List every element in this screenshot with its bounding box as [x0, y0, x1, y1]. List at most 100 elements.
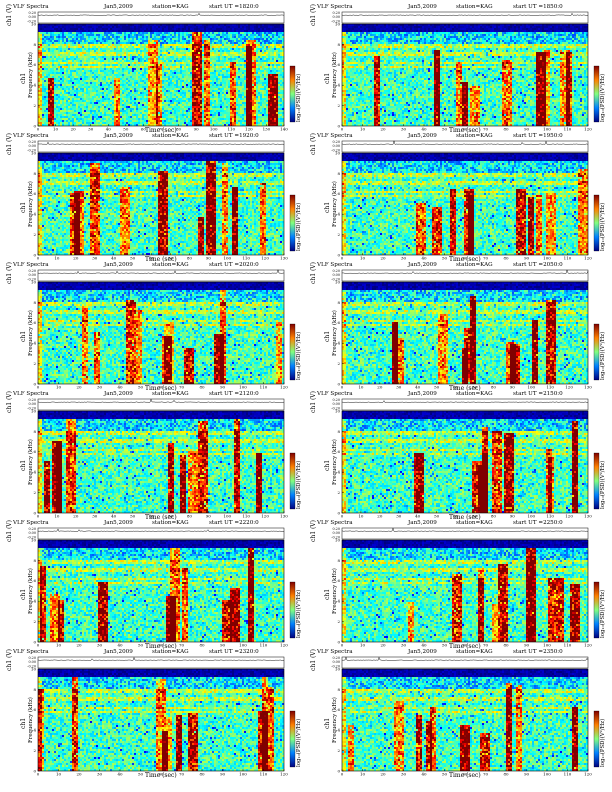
x-tick-label: 110 [242, 256, 250, 261]
x-axis-label: Time (sec) [449, 772, 481, 779]
waveform-tick-label: -0.20 [331, 407, 340, 411]
y-tick-label: 10 [335, 21, 341, 26]
x-tick-label: 100 [543, 643, 551, 648]
colorbar-label: log₁₀(PSD)(V²/Hz) [296, 73, 302, 122]
x-tick-label: 0 [37, 256, 40, 261]
colorbar-gradient [593, 65, 600, 123]
station-label: station=KAG [456, 649, 493, 655]
station-label: station=KAG [456, 262, 493, 268]
y-tick-label: 2 [337, 748, 340, 753]
x-tick-label: 30 [401, 643, 407, 648]
y-tick-label: 10 [335, 537, 341, 542]
spectrogram-panel: VLF Spectra Jan5,2009 station=KAG start UT … [4, 649, 304, 779]
waveform-tick-label: 0.00 [332, 402, 340, 406]
spectrogram-panel: VLF Spectra Jan5,2009 station=KAG start UT … [308, 649, 608, 779]
date-label: Jan5,2009 [408, 133, 437, 139]
waveform-tick-label: -0.20 [331, 149, 340, 153]
x-tick-label: 60 [149, 256, 155, 261]
x-tick-label: 100 [210, 127, 218, 132]
panel-title: VLF Spectra [317, 391, 353, 397]
y-tick-label: 0 [337, 639, 340, 644]
y-tick-label: 6 [337, 62, 340, 67]
x-tick-label: 20 [377, 385, 383, 390]
colorbar [289, 65, 296, 123]
waveform-plot: 0.200.00-0.20 [27, 269, 285, 282]
x-tick-label: 50 [138, 385, 144, 390]
waveform-frame [341, 11, 589, 24]
spectrogram-axes: 0 10 20 30 40 50 60 70 80 90 100 110 120 0 2 4 6 8 10 [335, 537, 592, 648]
y-tick-label: 6 [33, 320, 36, 325]
x-tick-label: 130 [584, 514, 592, 519]
waveform-tick-label: -0.20 [27, 665, 36, 669]
x-tick-label: 120 [584, 772, 592, 777]
waveform-tick-label: 0.00 [332, 144, 340, 148]
y-tick-label: 4 [337, 728, 340, 733]
x-tick-label: 40 [421, 643, 427, 648]
x-tick-label: 20 [76, 385, 82, 390]
y-tick-label: 10 [335, 279, 341, 284]
waveform-frame [37, 656, 285, 669]
colorbar-gradient [593, 452, 600, 510]
x-tick-label: 100 [239, 643, 247, 648]
x-tick-label: 120 [280, 385, 288, 390]
waveform-tick-label: 0.00 [28, 15, 36, 19]
x-axis-label: Time (sec) [449, 643, 481, 650]
y-tick-label: 8 [33, 558, 36, 563]
x-tick-label: 30 [88, 127, 94, 132]
spectrogram-axes: 0 10 20 30 40 50 60 70 80 90 100 110 120 130 0 2 4 6 8 10 [31, 408, 288, 519]
x-tick-label: 0 [341, 514, 344, 519]
colorbar-gradient [289, 65, 296, 123]
y-tick-label: 4 [33, 728, 36, 733]
y-tick-label: 6 [337, 191, 340, 196]
date-label: Jan5,2009 [104, 649, 133, 655]
x-tick-label: 40 [117, 643, 123, 648]
x-tick-label: 90 [510, 514, 516, 519]
waveform-tick-label: 0.00 [28, 273, 36, 277]
start-time-label: start UT =2250:0 [513, 520, 563, 526]
x-tick-label: 100 [527, 385, 535, 390]
y-tick-label: 10 [31, 666, 37, 671]
y-tick-label: 2 [33, 490, 36, 495]
x-tick-label: 90 [524, 643, 530, 648]
x-tick-label: 70 [158, 127, 164, 132]
x-tick-label: 80 [199, 772, 205, 777]
x-tick-label: 20 [377, 514, 383, 519]
colorbar-label: log₁₀(PSD)(V²/Hz) [600, 73, 606, 122]
x-tick-label: 70 [472, 385, 478, 390]
x-tick-label: 40 [111, 256, 117, 261]
waveform-trace [37, 656, 285, 661]
y-tick-label: 8 [337, 687, 340, 692]
waveform-tick-label: -0.20 [27, 536, 36, 540]
y-tick-label: 2 [33, 361, 36, 366]
x-axis-label: Time (sec) [145, 127, 177, 134]
panel-title: VLF Spectra [13, 133, 49, 139]
colorbar-gradient [593, 710, 600, 768]
waveform-tick-label: 0.20 [332, 269, 340, 273]
x-tick-label: 70 [483, 772, 489, 777]
panel-title: VLF Spectra [13, 262, 49, 268]
y-tick-label: 8 [337, 300, 340, 305]
y-tick-label: 4 [337, 341, 340, 346]
spectrogram-panel: VLF Spectra Jan5,2009 station=KAG start UT … [308, 4, 608, 134]
spectrogram-heatmap [38, 153, 284, 255]
panel-title: VLF Spectra [13, 520, 49, 526]
y-tick-label: 4 [337, 212, 340, 217]
waveform-tick-label: 0.20 [332, 398, 340, 402]
colorbar-label: log₁₀(PSD)(V²/Hz) [296, 460, 302, 509]
x-tick-label: 60 [141, 127, 147, 132]
x-tick-label: 50 [442, 256, 448, 261]
x-tick-label: 90 [220, 772, 226, 777]
colorbar-gradient [593, 581, 600, 639]
waveform-tick-label: 0.20 [28, 656, 36, 660]
spectrogram-axes: 0 10 20 30 40 50 60 70 80 90 100 110 120 0 2 4 6 8 10 [335, 150, 592, 261]
spectrogram-frame [341, 281, 589, 385]
x-tick-label: 0 [37, 514, 40, 519]
spectrogram-panel: VLF Spectra Jan5,2009 station=KAG start UT … [4, 133, 304, 263]
x-tick-label: 60 [462, 643, 468, 648]
spectrogram-frame [341, 410, 589, 514]
waveform-tick-label: 0.20 [332, 11, 340, 15]
colorbar [593, 581, 600, 639]
spectrogram-axes: 0 10 20 30 40 50 60 70 80 90 100 110 120 0 2 4 6 8 10 [31, 537, 288, 648]
x-tick-label: 90 [524, 772, 530, 777]
y-tick-label: 2 [33, 232, 36, 237]
